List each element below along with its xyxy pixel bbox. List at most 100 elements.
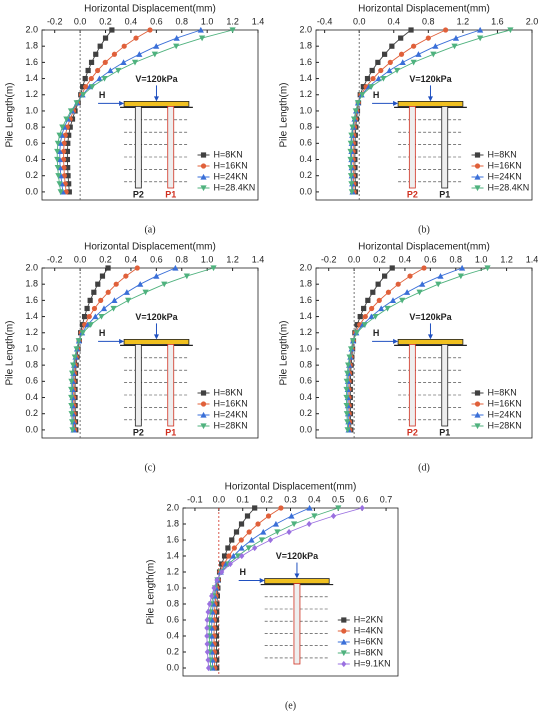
marker [376,297,382,303]
marker [474,185,481,192]
marker [343,378,350,385]
marker [378,67,384,74]
x-tick-label: -0.1 [187,494,203,504]
y-tick-label: 0.4 [25,154,38,164]
arrow-head [119,338,125,344]
marker [330,512,337,520]
marker [384,305,391,312]
marker [54,165,61,171]
marker [341,660,347,668]
marker [239,552,245,560]
marker [63,116,70,123]
marker [393,67,401,74]
marker [382,273,388,279]
y-tick-label: 1.6 [299,295,312,305]
marker [69,419,76,425]
marker [226,553,232,559]
arrow-head [427,334,433,340]
y-tick-label: 0.2 [25,408,38,418]
marker [219,568,225,576]
y-tick-label: 0.4 [25,392,38,402]
marker [83,84,89,90]
marker [123,273,129,279]
marker [362,313,368,320]
y-tick-label: 1.6 [299,57,312,67]
marker [411,43,417,49]
legend-label: H=8KN [488,149,517,159]
x-tick-label: 0.2 [99,254,112,264]
marker [142,289,149,296]
marker [370,75,376,82]
arrow-head [119,100,125,106]
marker [66,181,72,187]
y-tick-label: 0.4 [299,154,312,164]
marker [341,617,347,623]
marker [255,521,261,527]
marker [65,165,71,171]
x-axis-title: Horizontal Displacement(mm) [84,4,216,15]
marker [306,520,312,528]
marker [88,75,94,82]
y-tick-label: 0.8 [166,598,179,608]
y-tick-label: 1.4 [25,311,38,321]
marker [81,313,88,320]
marker [68,378,75,385]
marker [125,297,132,304]
marker [153,272,160,279]
pile-cap [397,101,464,107]
x-tick-label: 1.4 [252,254,265,264]
marker [364,75,371,82]
marker [408,27,414,33]
x-tick-label: 1.2 [457,16,470,26]
y-tick-label: 0.2 [25,170,38,180]
arrow-head [427,96,433,102]
x-tick-label: -0.4 [317,16,333,26]
marker [183,273,190,280]
y-tick-label: 1.8 [25,41,38,51]
marker [386,67,393,74]
pile-label: P1 [165,189,176,199]
pile [167,106,175,189]
legend-label: H=28.4KN [488,182,530,192]
pile [293,583,301,665]
marker [200,163,207,169]
marker [87,297,93,303]
marker [274,529,281,536]
x-tick-label: 0.6 [424,254,437,264]
inset-load: H [239,567,246,577]
marker [110,305,117,312]
marker [200,390,207,396]
marker [59,124,66,131]
marker [238,521,245,527]
x-axis-title: Horizontal Displacement(mm) [84,242,216,253]
x-tick-label: 1.2 [226,254,239,264]
marker [73,346,80,353]
marker [84,305,90,312]
inset-load: H [99,90,106,100]
legend-label: H=24KN [488,409,522,419]
marker [252,544,258,552]
legend-label: H=4KN [354,625,383,635]
marker [69,427,76,434]
x-tick-label: 0.6 [150,16,163,26]
arrow-head [294,573,300,579]
marker [120,59,127,65]
y-tick-label: 1.6 [25,295,38,305]
marker [64,156,71,163]
marker [365,297,371,303]
plot-frame [315,29,533,201]
legend-label: H=24KN [214,409,248,419]
y-tick-label: 1.0 [299,105,312,115]
x-tick-label: 0.4 [388,16,401,26]
pile-label: P1 [165,427,176,437]
marker [198,35,206,42]
marker [348,181,355,187]
marker [211,584,217,592]
marker [368,313,375,320]
marker [67,124,73,130]
marker [57,189,64,196]
marker [352,108,359,115]
marker [111,297,118,303]
marker [111,51,118,57]
marker [173,34,180,41]
